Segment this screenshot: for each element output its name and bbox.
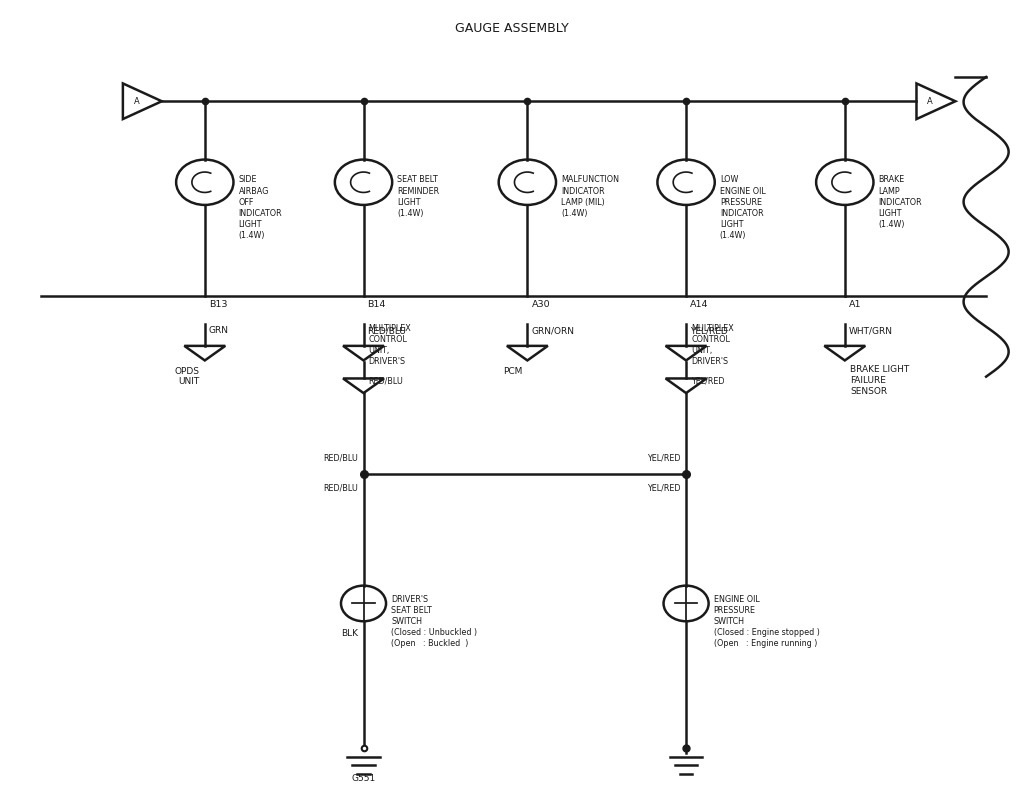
Text: SEAT BELT
REMINDER
LIGHT
(1.4W): SEAT BELT REMINDER LIGHT (1.4W) xyxy=(397,176,439,218)
Text: B13: B13 xyxy=(209,300,227,309)
Text: DRIVER'S
SEAT BELT
SWITCH
(Closed : Unbuckled )
(Open   : Buckled  ): DRIVER'S SEAT BELT SWITCH (Closed : Unbu… xyxy=(391,595,477,648)
Text: WHT/GRN: WHT/GRN xyxy=(849,326,893,335)
Text: MALFUNCTION
INDICATOR
LAMP (MIL)
(1.4W): MALFUNCTION INDICATOR LAMP (MIL) (1.4W) xyxy=(561,176,620,218)
Text: A14: A14 xyxy=(690,300,709,309)
Text: SIDE
AIRBAG
OFF
INDICATOR
LIGHT
(1.4W): SIDE AIRBAG OFF INDICATOR LIGHT (1.4W) xyxy=(239,176,283,240)
Text: YEL/RED: YEL/RED xyxy=(691,377,725,386)
Text: YEL/RED: YEL/RED xyxy=(690,326,728,335)
Text: BLK: BLK xyxy=(341,629,358,638)
Text: MULTIPLEX
CONTROL
UNIT,
DRIVER'S: MULTIPLEX CONTROL UNIT, DRIVER'S xyxy=(369,324,412,366)
Text: GRN/ORN: GRN/ORN xyxy=(531,326,574,335)
Text: A30: A30 xyxy=(531,300,550,309)
Text: A1: A1 xyxy=(849,300,861,309)
Text: OPDS
UNIT: OPDS UNIT xyxy=(175,367,200,386)
Text: MULTIPLEX
CONTROL
UNIT,
DRIVER'S: MULTIPLEX CONTROL UNIT, DRIVER'S xyxy=(691,324,734,366)
Text: RED/BLU: RED/BLU xyxy=(369,377,403,386)
Text: B14: B14 xyxy=(368,300,386,309)
Text: GRN: GRN xyxy=(209,326,229,335)
Text: A: A xyxy=(133,96,139,106)
Text: YEL/RED: YEL/RED xyxy=(647,454,681,463)
Text: PCM: PCM xyxy=(503,367,522,376)
Text: GAUGE ASSEMBLY: GAUGE ASSEMBLY xyxy=(455,22,569,35)
Text: RED/BLU: RED/BLU xyxy=(324,454,358,463)
Text: LOW
ENGINE OIL
PRESSURE
INDICATOR
LIGHT
(1.4W): LOW ENGINE OIL PRESSURE INDICATOR LIGHT … xyxy=(720,176,766,240)
Text: G551: G551 xyxy=(351,774,376,782)
Text: BRAKE
LAMP
INDICATOR
LIGHT
(1.4W): BRAKE LAMP INDICATOR LIGHT (1.4W) xyxy=(879,176,923,229)
Text: BRAKE LIGHT
FAILURE
SENSOR: BRAKE LIGHT FAILURE SENSOR xyxy=(850,364,909,396)
Text: YEL/RED: YEL/RED xyxy=(647,484,681,492)
Text: A: A xyxy=(927,96,933,106)
Text: RED/BLU: RED/BLU xyxy=(324,484,358,492)
Text: RED/BLU: RED/BLU xyxy=(368,326,407,335)
Text: ENGINE OIL
PRESSURE
SWITCH
(Closed : Engine stopped )
(Open   : Engine running ): ENGINE OIL PRESSURE SWITCH (Closed : Eng… xyxy=(714,595,819,648)
